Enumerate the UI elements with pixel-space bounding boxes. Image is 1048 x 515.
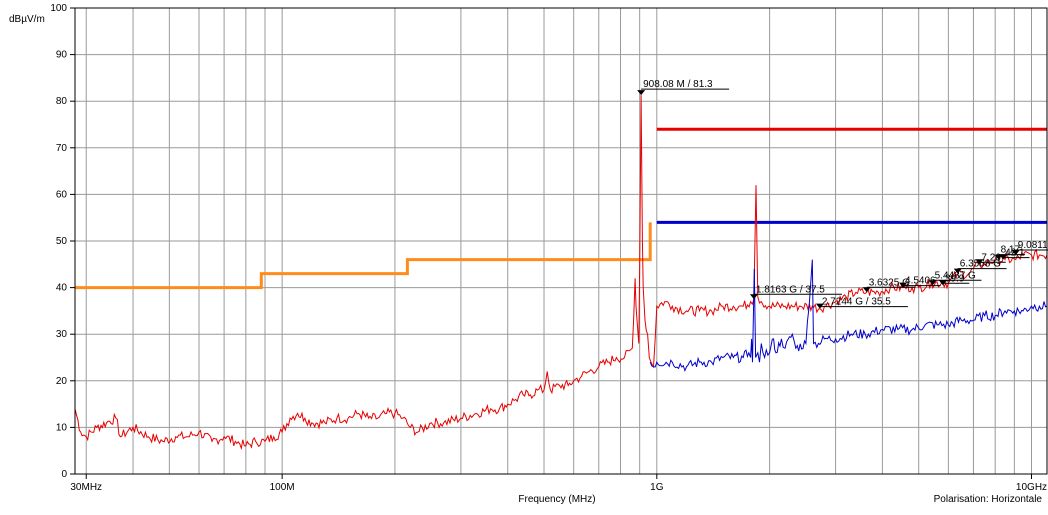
marker-triangle [862, 287, 871, 293]
gridlines [75, 7, 1047, 475]
y-tick-label: 0 [61, 469, 67, 480]
polarisation-note: Polarisation: Horizontale [934, 494, 1043, 505]
marker-triangle [928, 280, 937, 286]
y-axis-label: dBµV/m [9, 14, 45, 25]
marker-triangle [749, 294, 758, 300]
marker-triangle [1011, 249, 1020, 255]
x-tick-label: 10GHz [1016, 482, 1047, 493]
y-tick-label: 80 [56, 96, 68, 107]
x-axis-label: Frequency (MHz) [518, 494, 595, 505]
y-tick-label: 90 [56, 50, 68, 61]
marker-label: 4.5406 [905, 276, 936, 287]
limit-lines [75, 127, 1047, 290]
trace-line [649, 259, 1048, 373]
marker-label: 9.0811 G [1018, 240, 1048, 251]
axes: 0 10 20 30 40 50 60 70 80 90 100 30MHz 100M 1G 10GHz [50, 3, 1048, 493]
y-tick-label: 60 [56, 189, 68, 200]
trace-line [74, 95, 1048, 451]
marker-label: 39.9 [945, 273, 965, 284]
x-tick-label: 1G [650, 482, 664, 493]
series-lines [74, 95, 1048, 451]
plot-frame [74, 7, 1048, 475]
marker-label: 2.7244 G / 35.5 [822, 297, 891, 308]
marker-label: 8.17 [1001, 245, 1021, 256]
marker-label: 908.08 M / 81.3 [643, 79, 713, 90]
limit-line [75, 222, 652, 290]
marker-label: 5.4487 G [935, 270, 976, 281]
x-tick-label: 30MHz [70, 482, 102, 493]
marker-label: 7.26 [981, 252, 1001, 263]
y-tick-label: 10 [56, 422, 68, 433]
y-tick-label: 100 [50, 3, 67, 14]
y-tick-label: 30 [56, 329, 68, 340]
y-tick-label: 70 [56, 143, 68, 154]
marker-triangle [953, 268, 962, 274]
x-tick-label: 100M [270, 482, 295, 493]
peak-markers: 908.08 M / 81.3 1.8163 G / 37.5 2.7244 G /… [637, 79, 1048, 309]
y-tick-label: 40 [56, 283, 68, 294]
marker-label: 3.6325 G [869, 277, 910, 288]
marker-label: 6.3568 G [960, 259, 1001, 270]
y-tick-label: 20 [56, 376, 68, 387]
marker-triangle [637, 90, 646, 96]
marker-label: 1.8163 G / 37.5 [756, 284, 825, 295]
y-tick-label: 50 [56, 236, 68, 247]
